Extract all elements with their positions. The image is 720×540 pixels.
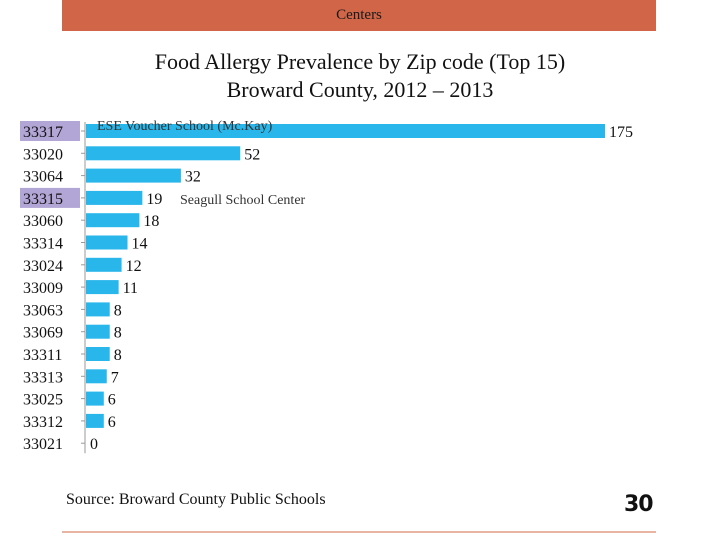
bar xyxy=(86,302,110,317)
bar xyxy=(86,146,241,161)
value-label: 0 xyxy=(90,436,98,453)
footer-line xyxy=(62,531,656,533)
value-label: 8 xyxy=(114,302,122,319)
value-label: 14 xyxy=(132,236,148,253)
category-highlight xyxy=(20,187,80,208)
value-label: 52 xyxy=(244,146,260,163)
category-label: 33024 xyxy=(23,258,63,275)
bar xyxy=(86,280,119,295)
value-label: 6 xyxy=(108,414,116,431)
category-label: 33315 xyxy=(23,191,63,208)
source-note: Source: Broward County Public Schools xyxy=(66,491,326,508)
bar-annotation: Seagull School Center xyxy=(180,193,306,208)
category-label: 33021 xyxy=(23,436,63,453)
bar xyxy=(86,168,181,183)
chart-subtitle: Broward County, 2012 – 2013 xyxy=(226,77,494,102)
category-label: 33312 xyxy=(23,414,63,431)
page-number: 30 xyxy=(624,492,654,517)
header-label: Centers xyxy=(336,7,382,23)
chart-title-block: Food Allergy Prevalence by Zip code (Top… xyxy=(0,48,720,104)
category-highlight xyxy=(20,121,80,141)
value-label: 18 xyxy=(143,213,159,230)
bar xyxy=(86,257,122,272)
category-label: 33063 xyxy=(23,302,63,319)
bar xyxy=(86,391,104,406)
category-label: 33314 xyxy=(23,236,63,253)
value-label: 11 xyxy=(123,280,138,297)
category-label: 33064 xyxy=(23,169,63,186)
bar-chart: 33317 175 33020 52 33064 32 33315 19 33060 18 3331… xyxy=(20,119,633,454)
bar xyxy=(86,235,128,250)
bar xyxy=(86,347,110,361)
value-label: 7 xyxy=(111,369,119,386)
bar xyxy=(86,324,110,339)
value-label: 8 xyxy=(114,325,122,342)
category-label: 33069 xyxy=(23,325,63,342)
category-label: 33025 xyxy=(23,392,63,409)
bar-annotation: ESE Voucher School (Mc.Kay) xyxy=(97,119,273,134)
value-label: 175 xyxy=(609,124,633,141)
bar xyxy=(86,190,143,205)
value-label: 19 xyxy=(146,191,162,208)
chart-title: Food Allergy Prevalence by Zip code (Top… xyxy=(154,49,566,74)
bar xyxy=(86,213,140,228)
bar xyxy=(86,124,605,138)
header-bar: Centers xyxy=(62,0,656,31)
category-label: 33317 xyxy=(23,124,63,141)
value-label: 6 xyxy=(108,392,116,409)
category-label: 33020 xyxy=(23,146,63,163)
category-label: 33313 xyxy=(23,369,63,386)
value-label: 12 xyxy=(126,258,142,275)
value-label: 32 xyxy=(185,169,201,186)
category-label: 33009 xyxy=(23,280,63,297)
value-label: 8 xyxy=(114,347,122,364)
bar xyxy=(86,413,104,428)
bar xyxy=(86,369,107,384)
category-label: 33311 xyxy=(23,347,62,364)
category-label: 33060 xyxy=(23,213,63,230)
